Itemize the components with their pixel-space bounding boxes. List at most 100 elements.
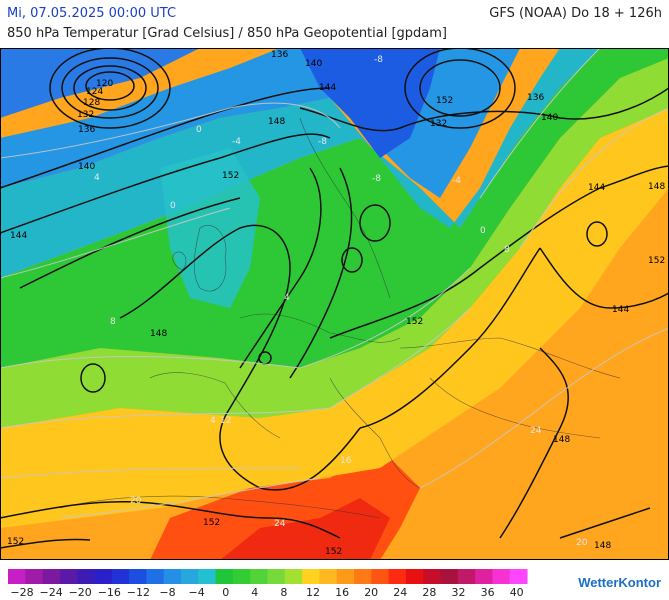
legend-tick-label: −28 [10, 586, 33, 599]
gp-label: 128 [83, 98, 100, 108]
legend-swatch [405, 569, 424, 584]
legend-tick-label: 20 [364, 586, 378, 599]
legend-swatch [423, 569, 441, 584]
temp-label: -4 [452, 176, 461, 186]
legend-tick-label: 16 [335, 586, 349, 599]
legend-tick-label: 28 [422, 586, 436, 599]
temp-field-teal [0, 48, 600, 278]
legend-tick-label: −24 [39, 586, 62, 599]
gp-label: 152 [325, 547, 342, 557]
legend-swatch [146, 569, 165, 584]
temp-field-green [0, 48, 669, 368]
legend-swatch [440, 569, 459, 584]
temperature-isolines [0, 48, 669, 519]
model-run: GFS (NOAA) Do 18 + 126h [489, 6, 662, 21]
legend-tick-label: 24 [393, 586, 407, 599]
gp-label: 148 [594, 541, 611, 551]
legend-swatch [129, 569, 147, 584]
temp-field-deepred [220, 498, 390, 560]
legend-tick-label: −16 [98, 586, 121, 599]
gp-label: 148 [150, 329, 167, 339]
gp-label: 148 [553, 435, 570, 445]
gp-label: 148 [648, 182, 665, 192]
gp-label: 144 [588, 183, 605, 193]
temp-field-blue [300, 48, 440, 158]
legend-swatch [42, 569, 61, 584]
legend-swatch [284, 569, 303, 584]
gp-label: 140 [78, 162, 95, 172]
temp-field-lightgreen [0, 58, 669, 428]
temp-label: 8 [110, 317, 116, 327]
color-legend: −28 −24 −20 −16 −12 −8 −4 0 4 8 12 16 20 24 28 32 36 40 [0, 563, 669, 600]
temp-field-yellow [0, 108, 669, 528]
legend-swatch [250, 569, 268, 584]
legend-tick-label: 36 [481, 586, 495, 599]
legend-swatch [59, 569, 78, 584]
legend-swatch [181, 569, 199, 584]
legend-swatch [492, 569, 511, 584]
temp-label: 20 [576, 538, 588, 548]
gp-label: 140 [305, 59, 322, 69]
gp-label: 136 [271, 50, 288, 60]
gp-label: 148 [268, 117, 285, 127]
legend-swatch [388, 569, 407, 584]
gp-label: 152 [7, 537, 24, 547]
temp-label: 0 [480, 226, 486, 236]
temperature-labels: -8 -8 -8 -4 -4 0 0 4 4 8 8 12 16 20 20 2… [94, 55, 588, 548]
temp-label: 0 [196, 125, 202, 135]
legend-tick-label: 12 [306, 586, 320, 599]
legend-swatch [215, 569, 234, 584]
gp-label: 152 [648, 256, 665, 266]
legend-swatch [302, 569, 320, 584]
gp-label: 152 [222, 171, 239, 181]
legend-swatch [354, 569, 372, 584]
temp-label: 12 [220, 416, 231, 426]
legend-swatch [371, 569, 390, 584]
temp-field-blue-top-left [0, 48, 200, 118]
gp-label: 136 [527, 93, 544, 103]
legend-tick-label: −4 [188, 586, 204, 599]
legend-swatch [198, 569, 217, 584]
gp-label: 144 [319, 83, 336, 93]
wetterkontor-logo: WetterKontor [578, 575, 661, 590]
temp-label: -8 [318, 137, 327, 147]
temp-label: -4 [232, 137, 241, 147]
temp-label: 20 [130, 496, 142, 506]
legend-swatch [94, 569, 113, 584]
gp-label: 144 [612, 305, 629, 315]
gp-label: 152 [406, 317, 423, 327]
map-header: Mi, 07.05.2025 00:00 UTC GFS (NOAA) Do 1… [0, 0, 669, 48]
weather-map: 120 124 128 132 136 140 144 148 152 136 … [0, 48, 669, 560]
temp-label: -8 [372, 174, 381, 184]
legend-swatch [8, 569, 26, 584]
legend-tick-label: 8 [280, 586, 287, 599]
temp-label: 24 [530, 426, 542, 436]
temp-label: 0 [170, 201, 176, 211]
legend-tick-label: 40 [510, 586, 524, 599]
temp-label: 16 [340, 456, 352, 466]
gp-label: 136 [78, 125, 95, 135]
gp-label: 132 [77, 110, 94, 120]
valid-date: Mi, 07.05.2025 00:00 UTC [7, 6, 177, 21]
gp-label: 140 [541, 113, 558, 123]
legend-tick-label: 0 [222, 586, 229, 599]
gp-label: 144 [10, 231, 27, 241]
gp-label: 152 [203, 518, 220, 528]
legend-swatch [111, 569, 130, 584]
temp-label: -8 [374, 55, 383, 65]
legend-tick-label: −20 [69, 586, 92, 599]
legend-tick-label: 4 [251, 586, 258, 599]
color-scale: −28 −24 −20 −16 −12 −8 −4 0 4 8 12 16 20 24 28 32 36 40 [8, 569, 528, 599]
gp-label: 124 [86, 87, 103, 97]
legend-swatch [25, 569, 44, 584]
legend-swatch [336, 569, 355, 584]
temp-label: 4 [94, 173, 100, 183]
gp-label: 152 [436, 96, 453, 106]
map-title: 850 hPa Temperatur [Grad Celsius] / 850 … [7, 26, 448, 41]
legend-tick-label: −8 [159, 586, 175, 599]
gp-label: 120 [96, 79, 113, 89]
legend-swatch [267, 569, 286, 584]
legend-swatch [509, 569, 528, 584]
temp-label: 4 [210, 416, 216, 426]
legend-swatch [77, 569, 95, 584]
